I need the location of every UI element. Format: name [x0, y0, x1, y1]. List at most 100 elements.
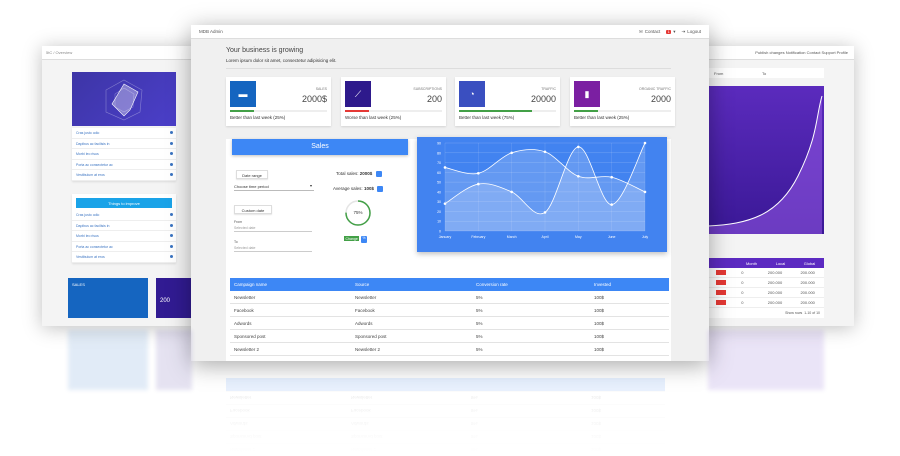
table-cell: 5% — [476, 346, 483, 352]
radar-chart — [105, 79, 143, 121]
table-cell: Sponsored post — [234, 333, 266, 339]
table-row[interactable]: Sponsored post Sponsored post 5% 100$ — [230, 330, 669, 343]
to-date-field[interactable]: To Selected date — [234, 240, 312, 252]
stat-tile-value: 2000 — [650, 94, 671, 104]
stat-tile-value: 2000$ — [301, 94, 327, 104]
right-table-footer: Show rows 1-10 of 10 — [708, 308, 824, 318]
sales-panel: Sales Date range Choose time period Cust… — [226, 137, 671, 361]
table-header-cell: Local — [775, 260, 786, 266]
date-range-button[interactable]: Date range — [236, 170, 268, 179]
table-cell: 100$ — [594, 307, 605, 313]
table-cell: Newsletter 2 — [234, 346, 260, 352]
progress-track — [345, 110, 442, 112]
list-item[interactable]: Morbi leo risus — [72, 149, 176, 160]
table-cell: 200.000 — [800, 290, 815, 295]
page-subtitle: Lorem ipsum dolor sit amet, consectetur … — [226, 58, 337, 63]
list-item[interactable]: Vestibulum at eros — [72, 252, 176, 263]
reflected-row: Facebook Facebook 5% 100$ — [226, 404, 665, 417]
series-area — [445, 149, 645, 231]
pager-label[interactable]: 1-10 of 10 — [804, 311, 820, 315]
change-percent-button[interactable]: % — [361, 236, 367, 243]
top-navbar: MDB Admin ✉ Contact 1 ▾ ⇥ Logout — [191, 25, 709, 39]
table-row: 0 200.000 200.000 — [708, 268, 824, 278]
table-row: 0 200.000 200.000 — [708, 278, 824, 288]
table-cell: 200.000 — [767, 280, 783, 285]
table-row[interactable]: Adwords Adwords 5% 100$ — [230, 317, 669, 330]
time-period-select[interactable]: Choose time period — [234, 182, 314, 191]
right-table-reflection — [708, 330, 824, 390]
reflected-cell: Facebook — [351, 408, 371, 414]
stat-tile-footer: Better than last week (25%) — [230, 115, 286, 120]
notification-button[interactable]: 1 ▾ — [666, 29, 675, 35]
list-item[interactable]: Cras justo odio — [72, 128, 176, 139]
data-point — [643, 141, 647, 145]
data-point — [543, 150, 547, 154]
reflected-cell: 5% — [471, 421, 478, 427]
sales-panel-title: Sales — [232, 139, 408, 155]
list-item[interactable]: Dapibus ac facilisis in — [72, 139, 176, 149]
table-header-cell[interactable]: Source — [355, 282, 370, 287]
from-date-field[interactable]: From Selected date — [234, 220, 312, 232]
total-sales-label: Total sales: — [336, 171, 359, 177]
table-row[interactable]: Newsletter Newsletter 5% 100$ — [230, 291, 669, 304]
arrow-up-icon[interactable] — [375, 171, 382, 177]
stat-tile-label: Subscriptions — [413, 87, 442, 91]
from-label: From — [234, 220, 243, 224]
delete-button[interactable] — [716, 290, 726, 295]
right-window-topbar: Publish changes Notification Contact Sup… — [698, 46, 854, 60]
logout-icon: ⇥ — [681, 28, 686, 34]
sales-line-chart-card: 0 10 20 30 40 50 60 70 80 90 January February March A… — [417, 137, 667, 252]
table-header-cell[interactable]: Invested — [594, 282, 612, 287]
radar-chart-card — [72, 72, 176, 126]
delete-button[interactable] — [716, 270, 726, 275]
delete-button[interactable] — [716, 300, 726, 305]
line-chart-icon: ⟋ — [345, 81, 371, 107]
table-row[interactable]: Facebook Facebook 5% 100$ — [230, 304, 669, 317]
table-cell: 200.000 — [767, 270, 783, 275]
list-item[interactable]: Porta ac consectetur ac — [72, 242, 176, 252]
data-point — [610, 203, 613, 206]
reflected-cell: Newsletter 2 — [230, 447, 256, 453]
reflected-cell: 100$ — [591, 421, 602, 427]
progress-track — [574, 110, 671, 112]
caret-down-icon — [310, 185, 312, 187]
data-point — [577, 174, 580, 178]
list-item[interactable]: Dapibus ac facilisis in — [72, 221, 176, 231]
page-title: Your business is growing — [226, 47, 304, 54]
data-point — [477, 182, 480, 186]
data-point — [543, 211, 547, 214]
envelope-icon: ✉ — [638, 28, 643, 34]
left-tile-reflection — [68, 330, 148, 390]
list-item[interactable]: Morbi leo risus — [72, 231, 176, 242]
list-item[interactable]: Cras justo odio — [72, 210, 176, 221]
left-tile-reflection-2 — [156, 330, 192, 390]
right-date-bar: From To — [708, 68, 824, 78]
arrow-up-icon[interactable] — [377, 186, 384, 192]
data-point — [477, 172, 480, 175]
stat-tile: ⟋ Subscriptions 200 Worse than last week (2… — [341, 77, 446, 126]
table-cell: 200.000 — [800, 300, 815, 305]
table-cell: 100$ — [594, 320, 605, 326]
average-sales-label: Average sales: — [333, 186, 363, 192]
reflected-cell: Newsletter — [230, 395, 252, 401]
brand-name[interactable]: MDB Admin — [199, 29, 223, 34]
table-header-cell[interactable]: Campaign name — [234, 282, 268, 287]
table-cell: Newsletter — [234, 294, 256, 300]
logout-link[interactable]: ⇥ Logout — [681, 29, 701, 35]
list-item[interactable]: Vestibulum at eros — [72, 170, 176, 181]
table-cell: 0 — [741, 300, 744, 305]
from-date-placeholder: Selected date — [234, 226, 312, 232]
y-tick-label: 20 — [437, 210, 441, 214]
table-cell: Sponsored post — [355, 333, 387, 339]
to-label: To — [234, 240, 238, 244]
data-point — [610, 175, 613, 179]
contact-link[interactable]: ✉ Contact — [639, 29, 660, 35]
list-item[interactable]: Porta ac consectetur ac — [72, 160, 176, 170]
table-header-cell[interactable]: Conversion rate — [476, 282, 508, 287]
main-dashboard-window: MDB Admin ✉ Contact 1 ▾ ⇥ Logout Your busin… — [191, 25, 709, 361]
y-tick-label: 40 — [437, 190, 441, 194]
delete-button[interactable] — [716, 280, 726, 285]
table-row[interactable]: Newsletter 2 Newsletter 2 5% 100$ — [230, 343, 669, 356]
pie-chart-icon: ◔ — [459, 81, 485, 107]
custom-date-button[interactable]: Custom date — [234, 205, 272, 214]
